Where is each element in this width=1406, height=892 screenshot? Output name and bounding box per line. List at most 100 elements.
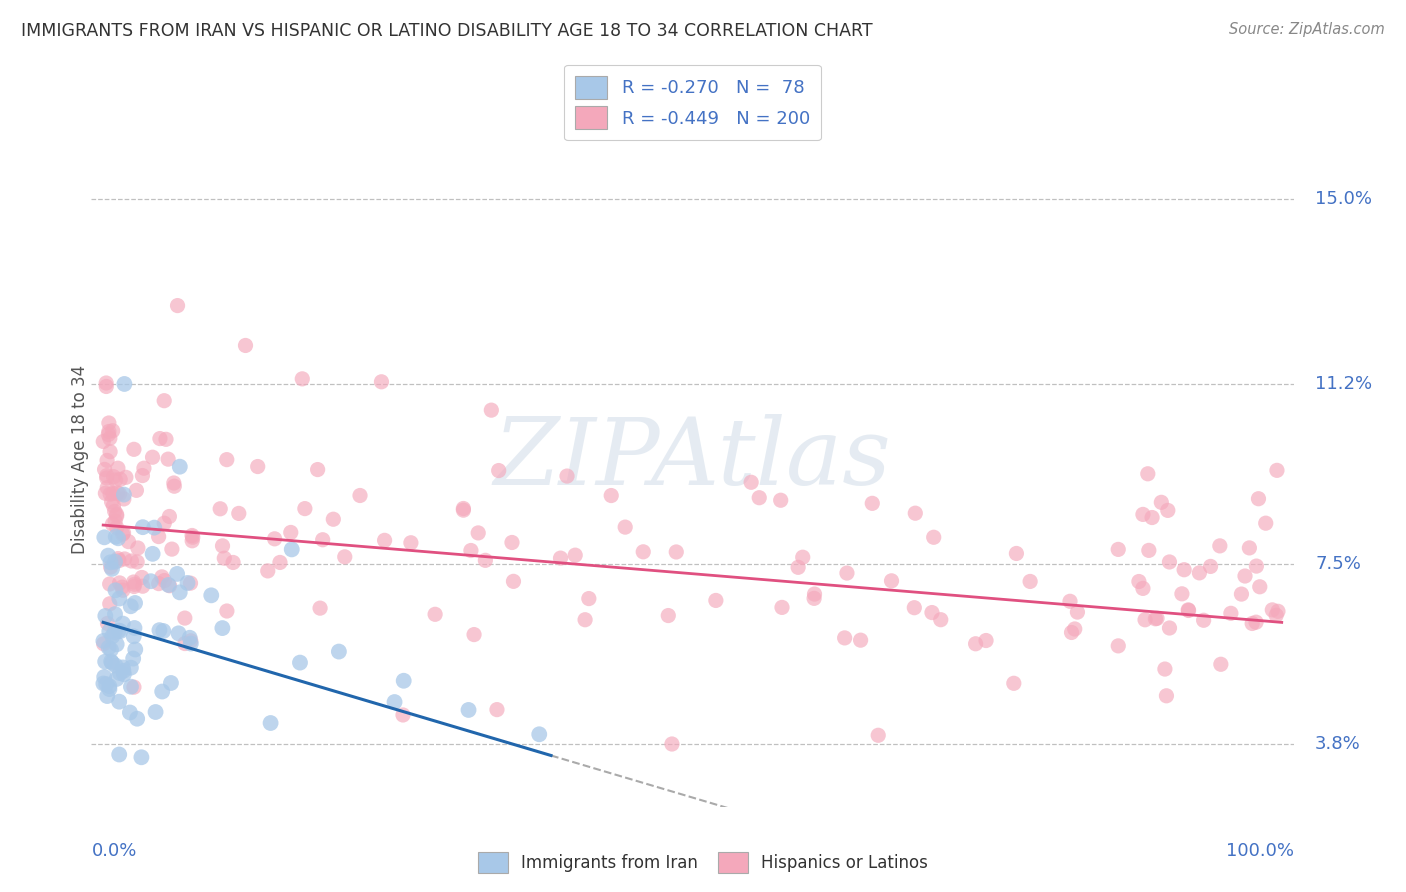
Point bbox=[111, 527, 134, 541]
Point bbox=[550, 551, 572, 566]
Point bbox=[880, 574, 903, 588]
Point bbox=[94, 486, 117, 500]
Point bbox=[108, 591, 131, 606]
Point bbox=[131, 468, 153, 483]
Point bbox=[294, 501, 316, 516]
Point bbox=[163, 475, 186, 490]
Point bbox=[322, 512, 344, 526]
Point bbox=[849, 633, 872, 648]
Point bbox=[104, 530, 127, 544]
Point bbox=[98, 624, 121, 639]
Point bbox=[125, 483, 148, 498]
Point bbox=[160, 676, 183, 690]
Point bbox=[181, 533, 204, 548]
Point bbox=[127, 555, 149, 569]
Point bbox=[904, 506, 927, 520]
Point bbox=[124, 642, 146, 657]
Legend: R = -0.270   N =  78, R = -0.449   N = 200: R = -0.270 N = 78, R = -0.449 N = 200 bbox=[564, 65, 821, 140]
Point bbox=[153, 516, 176, 531]
Point bbox=[463, 627, 485, 641]
Point bbox=[139, 574, 162, 589]
Point bbox=[98, 444, 121, 458]
Point bbox=[157, 452, 180, 467]
Point bbox=[141, 450, 163, 465]
Point bbox=[1059, 594, 1081, 608]
Point bbox=[96, 481, 118, 495]
Point bbox=[1159, 621, 1181, 635]
Point bbox=[145, 705, 167, 719]
Point bbox=[1019, 574, 1042, 589]
Point bbox=[112, 667, 135, 681]
Point bbox=[93, 637, 115, 651]
Point bbox=[96, 468, 118, 483]
Point bbox=[112, 487, 135, 501]
Point bbox=[1005, 546, 1028, 560]
Point bbox=[169, 585, 191, 599]
Point bbox=[769, 493, 792, 508]
Point bbox=[124, 577, 146, 591]
Point bbox=[1132, 582, 1154, 596]
Point bbox=[1173, 563, 1195, 577]
Point bbox=[131, 579, 153, 593]
Point bbox=[131, 750, 153, 764]
Point bbox=[148, 530, 170, 544]
Point bbox=[578, 591, 600, 606]
Text: 7.5%: 7.5% bbox=[1315, 555, 1361, 573]
Text: 3.8%: 3.8% bbox=[1315, 735, 1361, 753]
Point bbox=[122, 651, 145, 665]
Point bbox=[392, 673, 415, 688]
Point bbox=[157, 509, 180, 524]
Point bbox=[1154, 662, 1177, 676]
Point bbox=[150, 684, 173, 698]
Point bbox=[96, 453, 118, 467]
Point bbox=[467, 525, 489, 540]
Point bbox=[792, 550, 814, 565]
Point bbox=[105, 508, 128, 522]
Point bbox=[98, 679, 121, 693]
Point bbox=[101, 562, 124, 576]
Point bbox=[93, 670, 115, 684]
Point bbox=[860, 496, 883, 510]
Point bbox=[1239, 541, 1261, 555]
Point bbox=[215, 604, 238, 618]
Y-axis label: Disability Age 18 to 34: Disability Age 18 to 34 bbox=[72, 365, 89, 554]
Point bbox=[574, 613, 596, 627]
Point bbox=[501, 535, 523, 549]
Point bbox=[111, 580, 134, 594]
Point bbox=[1265, 463, 1288, 477]
Point bbox=[1159, 555, 1181, 569]
Point bbox=[122, 629, 145, 643]
Point bbox=[152, 624, 174, 638]
Point bbox=[1132, 508, 1154, 522]
Point bbox=[118, 706, 141, 720]
Point bbox=[101, 656, 124, 670]
Point bbox=[111, 616, 134, 631]
Point bbox=[97, 425, 120, 439]
Point bbox=[529, 727, 551, 741]
Point bbox=[108, 575, 131, 590]
Point bbox=[181, 528, 204, 542]
Point bbox=[1066, 605, 1088, 619]
Point bbox=[246, 459, 269, 474]
Point bbox=[100, 495, 122, 509]
Point bbox=[374, 533, 396, 548]
Point bbox=[1244, 615, 1267, 630]
Point bbox=[280, 525, 302, 540]
Point bbox=[96, 616, 118, 631]
Point bbox=[93, 634, 115, 648]
Point bbox=[101, 486, 124, 500]
Legend: Immigrants from Iran, Hispanics or Latinos: Immigrants from Iran, Hispanics or Latin… bbox=[471, 846, 935, 880]
Point bbox=[453, 503, 475, 517]
Point bbox=[263, 532, 285, 546]
Point bbox=[180, 576, 202, 591]
Point bbox=[309, 601, 332, 615]
Point bbox=[453, 501, 475, 516]
Point bbox=[1157, 503, 1180, 517]
Point bbox=[98, 577, 121, 591]
Point bbox=[399, 535, 422, 549]
Point bbox=[1144, 612, 1167, 626]
Point bbox=[93, 676, 115, 690]
Point bbox=[105, 521, 128, 535]
Point bbox=[1219, 607, 1241, 621]
Point bbox=[97, 640, 120, 655]
